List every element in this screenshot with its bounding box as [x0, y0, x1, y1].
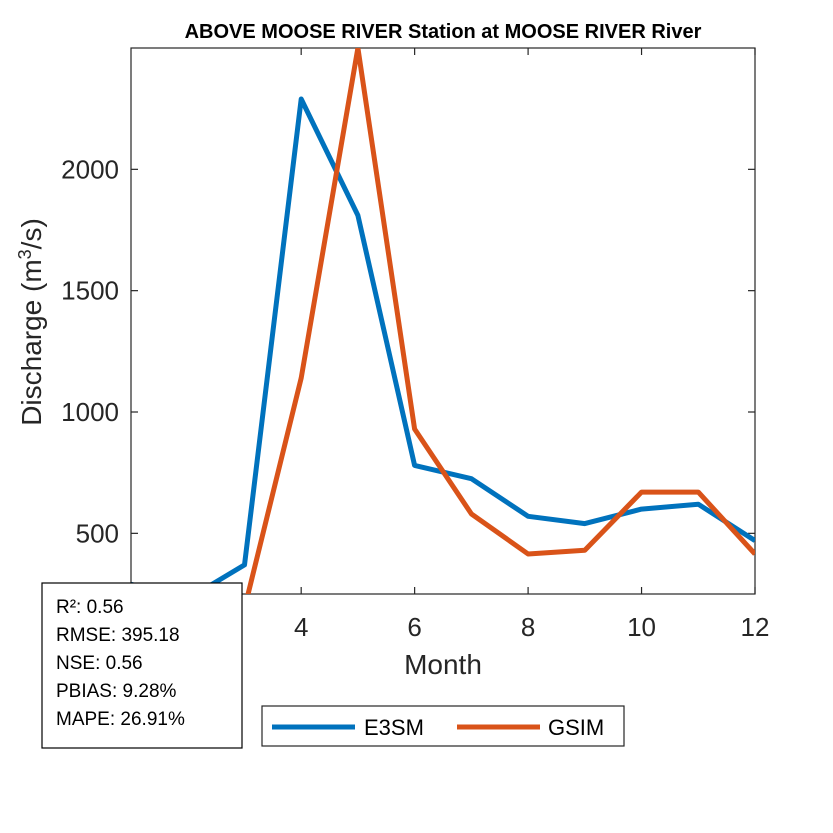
x-tick-label: 4	[294, 612, 308, 642]
x-tick-label: 6	[407, 612, 421, 642]
stat-mape: MAPE: 26.91%	[56, 709, 185, 730]
stat-nse: NSE: 0.56	[56, 653, 143, 674]
chart-title: ABOVE MOOSE RIVER Station at MOOSE RIVER…	[185, 21, 702, 43]
legend: E3SM GSIM	[261, 705, 625, 747]
x-tick-label: 12	[741, 612, 770, 642]
stats-box-frame	[41, 582, 243, 749]
y-axis-label-main: Discharge (m	[16, 259, 47, 425]
y-tick-labels: 500 1000 1500 2000	[61, 154, 119, 548]
y-axis-label: Discharge (m3/s)	[15, 218, 47, 426]
series-line-gsim	[245, 48, 755, 594]
y-tick-label: 500	[76, 518, 119, 548]
x-tick-label: 8	[521, 612, 535, 642]
stats-box: R²: 0.56 RMSE: 395.18 NSE: 0.56 PBIAS: 9…	[41, 582, 243, 749]
x-tick-labels: 4 6 8 10 12	[294, 612, 770, 642]
legend-label-gsim: GSIM	[548, 715, 604, 740]
y-tick-label: 1500	[61, 276, 119, 306]
stat-pbias: PBIAS: 9.28%	[56, 681, 177, 702]
plot-area	[130, 47, 756, 595]
y-tick-label: 1000	[61, 397, 119, 427]
axis-ticks	[131, 48, 756, 594]
series-layer	[131, 48, 755, 594]
legend-label-e3sm: E3SM	[364, 715, 424, 740]
y-axis-label-superscript: 3	[15, 249, 35, 259]
stat-r2: R²: 0.56	[56, 597, 124, 618]
y-axis-label-end: /s)	[16, 218, 47, 249]
stat-rmse: RMSE: 395.18	[56, 625, 180, 646]
y-tick-label: 2000	[61, 154, 119, 184]
x-tick-label: 10	[627, 612, 656, 642]
x-axis-label: Month	[404, 649, 482, 680]
